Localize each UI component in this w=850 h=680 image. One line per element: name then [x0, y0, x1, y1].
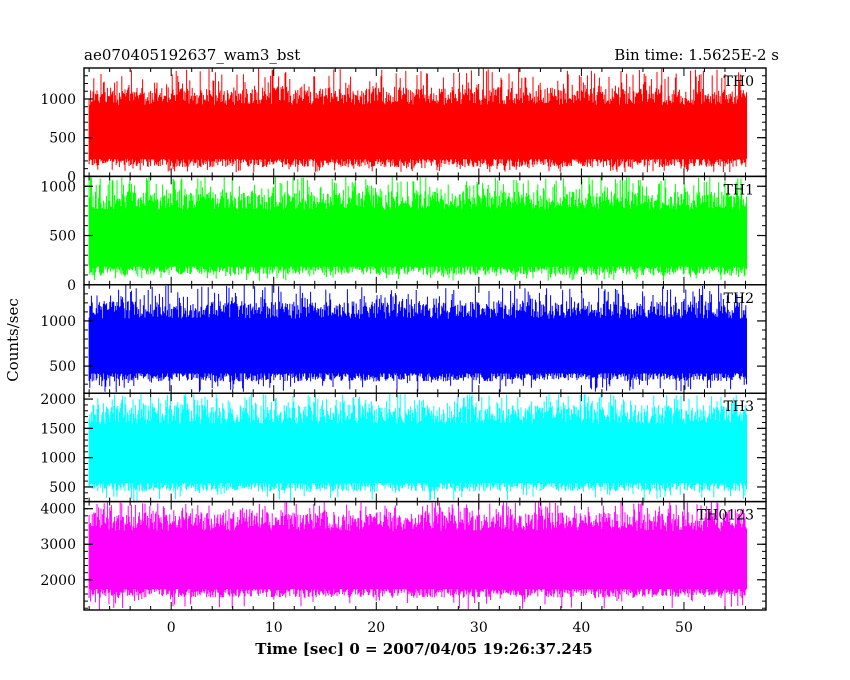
panel-label-th0123: TH0123	[697, 508, 754, 524]
y-tick-label: 500	[49, 359, 76, 375]
x-tick-label: 10	[265, 620, 283, 636]
y-tick-label: 500	[49, 229, 76, 245]
x-tick-label: 20	[367, 620, 385, 636]
panel-label-th0: TH0	[724, 74, 754, 90]
y-tick-label: 1500	[40, 421, 76, 437]
x-tick-label: 30	[470, 620, 488, 636]
header-right-bin-time: Bin time: 1.5625E-2 s	[614, 46, 779, 64]
x-tick-label: 40	[572, 620, 590, 636]
y-tick-label: 0	[67, 278, 76, 294]
panel-label-th3: TH3	[724, 399, 754, 415]
x-tick-label: 0	[167, 620, 176, 636]
y-tick-label: 1000	[40, 92, 76, 108]
y-tick-label: 0	[67, 169, 76, 185]
y-axis-label: Counts/sec	[4, 298, 22, 382]
series-th0123-band	[89, 537, 747, 590]
series-th2-band	[89, 325, 747, 374]
series-th0-band	[89, 111, 747, 160]
panel-th1: 0 500 1000 TH1	[40, 175, 767, 294]
y-tick-label: 4000	[40, 502, 76, 518]
x-tick-label: 50	[675, 620, 693, 636]
y-tick-label: 2000	[40, 573, 76, 589]
panel-th2: 500 1000 TH2	[40, 284, 767, 394]
series-th3-band	[89, 430, 747, 483]
panel-label-th2: TH2	[724, 291, 754, 307]
series-th1-band	[89, 216, 747, 267]
y-tick-label: 1000	[40, 314, 76, 330]
y-tick-label: 2000	[40, 392, 76, 408]
y-tick-label: 3000	[40, 537, 76, 553]
panel-th3: 500 1000 1500 2000 TH3	[40, 392, 767, 503]
x-axis-label: Time [sec] 0 = 2007/04/05 19:26:37.245	[255, 640, 592, 658]
panels-group: 0 500 1000 TH0 0 500 1000 TH1 500 1000 TH2 500 1000 1…	[40, 67, 767, 611]
panel-th0123: 2000 3000 4000 TH0123	[40, 500, 767, 611]
y-tick-label: 500	[49, 480, 76, 496]
y-tick-label: 500	[49, 131, 76, 147]
panel-label-th1: TH1	[724, 182, 754, 198]
header-left-title: ae070405192637_wam3_bst	[84, 46, 300, 64]
panel-th0: 0 500 1000 TH0	[40, 67, 767, 185]
y-tick-label: 1000	[40, 451, 76, 467]
y-tick-label: 1000	[40, 179, 76, 195]
panel-frame	[83, 500, 767, 611]
x-axis: 0 10 20 30 40 50	[167, 620, 693, 636]
